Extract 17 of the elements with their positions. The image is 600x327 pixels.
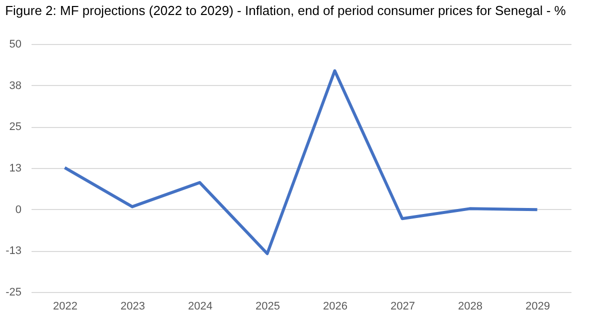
x-tick-label: 2022 [53,300,78,312]
y-tick-label: 0 [15,204,22,216]
y-tick-label: 13 [9,162,22,174]
y-tick-label: 50 [9,38,22,50]
x-tick-label: 2028 [458,300,482,312]
y-tick-label: -25 [6,286,22,298]
y-tick-label: 25 [9,121,22,134]
x-tick-label: 2026 [323,300,348,312]
x-tick-label: 2025 [256,300,280,312]
y-tick-label: 38 [9,80,22,92]
x-tick-label: 2023 [120,300,145,312]
x-tick-label: 2024 [188,300,212,312]
x-tick-label: 2029 [526,300,550,312]
chart-title: Figure 2: MF projections (2022 to 2029) - Inflation, end of period consumer prices for Senegal - % [5,3,566,18]
y-tick-label: -13 [6,245,22,258]
line-series [63,69,539,256]
x-tick-label: 2027 [390,300,415,312]
